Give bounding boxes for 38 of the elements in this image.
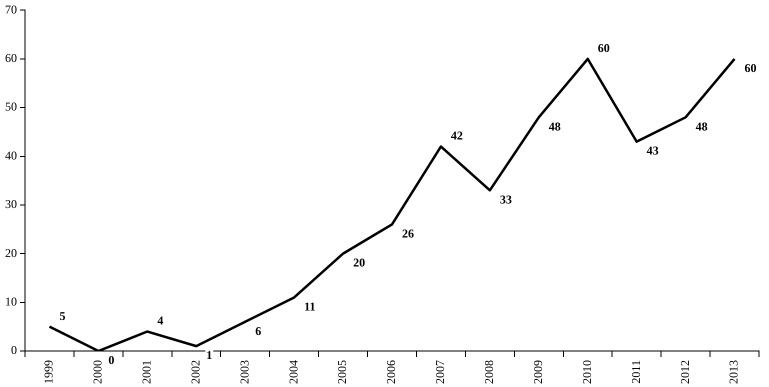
data-label: 1	[206, 348, 212, 362]
data-label: 6	[255, 324, 262, 338]
data-label: 60	[598, 40, 610, 55]
data-label: 26	[402, 226, 414, 241]
y-tick-label: 0	[11, 343, 17, 358]
y-tick-label: 30	[5, 197, 17, 212]
x-tick-label: 2008	[482, 360, 496, 384]
data-label: 43	[646, 144, 659, 158]
x-tick-label: 2005	[335, 360, 350, 384]
x-tick-label: 2012	[678, 360, 692, 384]
x-tick-label: 2003	[237, 360, 252, 384]
x-tick-label: 1999	[42, 360, 56, 384]
y-tick-label: 20	[5, 246, 17, 260]
x-tick-label: 2007	[433, 360, 448, 384]
data-label: 60	[744, 60, 757, 75]
x-tick-label: 2006	[384, 360, 398, 384]
data-label: 11	[304, 300, 316, 314]
x-tick-label: 2000	[90, 360, 105, 384]
data-label: 0	[108, 353, 114, 368]
y-tick-label: 70	[5, 2, 17, 16]
y-tick-label: 50	[5, 100, 17, 114]
y-tick-label: 40	[5, 148, 17, 162]
x-tick-label: 2010	[580, 360, 594, 384]
data-label: 33	[500, 192, 512, 206]
y-tick-label: 60	[5, 51, 17, 66]
x-tick-label: 2001	[139, 360, 154, 384]
x-tick-label: 2002	[188, 360, 202, 384]
x-tick-label: 2004	[286, 360, 300, 384]
data-label: 4	[157, 314, 164, 328]
data-label: 48	[548, 119, 561, 134]
x-tick-label: 2009	[530, 360, 545, 384]
data-label: 42	[450, 128, 463, 143]
data-label: 20	[353, 256, 366, 270]
x-tick-label: 2011	[628, 360, 643, 384]
x-tick-label: 2013	[726, 360, 741, 384]
y-tick-label: 10	[5, 294, 17, 308]
data-label: 48	[696, 119, 708, 134]
data-label: 5	[59, 308, 66, 323]
